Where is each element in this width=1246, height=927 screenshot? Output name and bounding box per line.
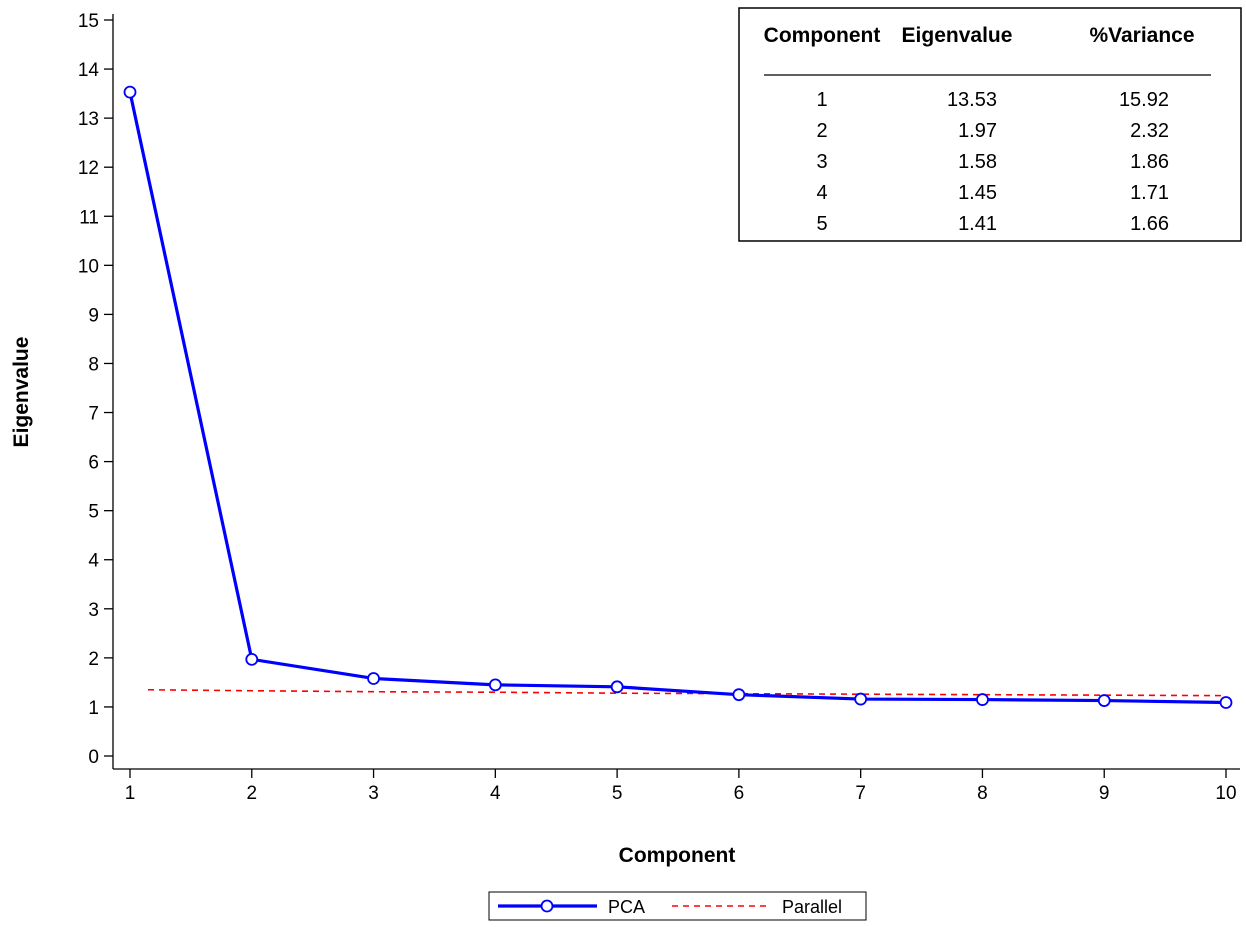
y-tick-label: 15: [78, 11, 99, 32]
inset-table-cell: 1.66: [1130, 213, 1169, 235]
y-tick-label: 8: [88, 354, 99, 375]
legend-marker-pca: [540, 899, 554, 913]
x-tick-label: 7: [855, 783, 866, 804]
pca-point: [976, 693, 989, 706]
x-tick-label: 8: [977, 783, 988, 804]
y-tick-label: 7: [88, 404, 99, 425]
y-tick-label: 1: [88, 698, 99, 719]
inset-table-cell: 13.53: [947, 89, 997, 111]
inset-table-cell: 1.41: [958, 213, 997, 235]
y-tick-label: 11: [79, 207, 99, 228]
series-line-parallel: [147, 688, 1227, 697]
y-tick-label: 4: [88, 551, 99, 572]
x-tick-label: 1: [125, 783, 136, 804]
inset-table-cell: 1.97: [958, 120, 997, 142]
pca-point: [1219, 696, 1233, 709]
inset-table-cell: 1.45: [958, 182, 997, 204]
y-tick-label: 2: [88, 649, 99, 670]
inset-table-cell: 3: [816, 151, 827, 173]
y-tick-label: 0: [88, 747, 99, 768]
y-tick-label: 3: [88, 600, 99, 621]
y-tick-label: 12: [78, 158, 99, 179]
series-layer: [123, 85, 1233, 709]
pca-point: [610, 680, 624, 694]
series-line-pca: [128, 91, 1227, 705]
legend-label-pca: PCA: [608, 897, 645, 917]
pca-point: [367, 672, 380, 685]
x-tick-label: 5: [612, 783, 623, 804]
inset-table-header: Component: [764, 24, 881, 47]
inset-table-border: [738, 7, 1242, 242]
pca-point: [854, 692, 868, 706]
inset-table-cell: 1: [816, 89, 827, 111]
x-tick-label: 9: [1099, 783, 1110, 804]
inset-table-cell: 15.92: [1119, 89, 1169, 111]
x-tick-label: 4: [490, 783, 501, 804]
y-tick-label: 14: [78, 60, 100, 81]
legend-label-parallel: Parallel: [782, 897, 842, 917]
inset-table-cell: 1.86: [1130, 151, 1169, 173]
inset-table: Component Eigenvalue %Variance 1 13.53 15.92 2…: [738, 7, 1242, 242]
inset-table-cell: 1.71: [1130, 182, 1169, 204]
inset-table-cell: 1.58: [958, 151, 997, 173]
legend-items: PCA Parallel: [498, 897, 842, 917]
inset-table-header: %Variance: [1089, 24, 1194, 47]
inset-table-cell: 4: [816, 182, 827, 204]
x-tick-label: 3: [368, 783, 379, 804]
inset-table-cell: 5: [816, 213, 827, 235]
y-tick-label: 13: [78, 109, 99, 130]
x-tick-label: 2: [246, 783, 257, 804]
x-axis-label: Component: [619, 844, 736, 867]
pca-point: [123, 85, 137, 99]
legend: PCA Parallel: [488, 891, 867, 921]
x-tick-label: 10: [1215, 783, 1236, 804]
y-tick-label: 10: [78, 256, 99, 277]
pca-point: [1097, 694, 1111, 707]
inset-table-header: Eigenvalue: [902, 24, 1013, 47]
pca-point: [488, 678, 502, 692]
y-axis-label: Eigenvalue: [10, 337, 33, 448]
pca-point: [245, 652, 259, 666]
y-tick-label: 9: [88, 305, 99, 326]
inset-table-body: Component Eigenvalue %Variance 1 13.53 15.92 2…: [764, 24, 1211, 235]
pca-point: [732, 688, 746, 702]
inset-table-cell: 2: [816, 120, 827, 142]
inset-table-cell: 2.32: [1130, 120, 1169, 142]
y-tick-label: 5: [88, 502, 99, 523]
y-tick-label: 6: [88, 453, 99, 474]
x-tick-label: 6: [734, 783, 745, 804]
